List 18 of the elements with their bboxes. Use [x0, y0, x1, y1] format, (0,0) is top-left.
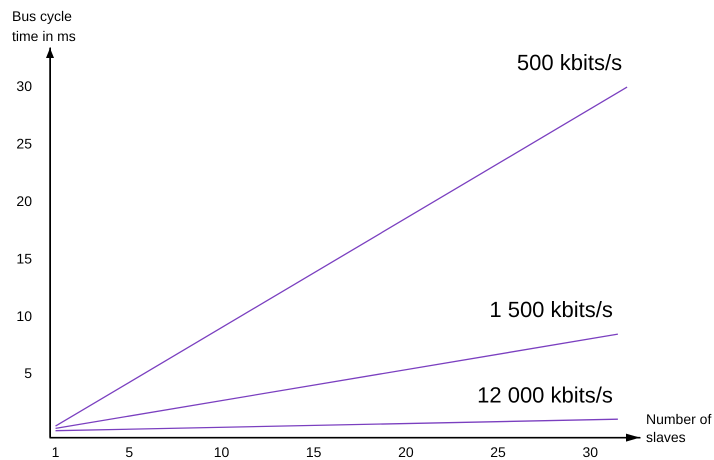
series-label: 500 kbits/s	[516, 50, 622, 76]
x-tick-label: 30	[582, 444, 598, 460]
x-tick-label: 25	[490, 444, 506, 460]
y-tick-label: 5	[24, 365, 32, 382]
y-tick-label: 10	[16, 308, 32, 324]
y-tick-label: 20	[16, 192, 32, 209]
series-label: 1 500 kbits/s	[489, 297, 613, 322]
x-tick-label: 15	[306, 444, 322, 460]
y-tick-label: 25	[16, 135, 32, 152]
y-axis-title: Bus cycle time in ms	[12, 7, 77, 46]
y-tick-label: 15	[16, 250, 32, 266]
x-tick-label: 10	[214, 444, 230, 460]
x-tick-label: 5	[125, 444, 134, 460]
series-label: 12 000 kbits/s	[477, 382, 613, 408]
x-axis-title: Number of slaves	[646, 410, 712, 446]
y-tick-label: 30	[16, 78, 32, 94]
x-tick-label: 1	[52, 444, 60, 460]
x-tick-label: 20	[398, 444, 414, 460]
